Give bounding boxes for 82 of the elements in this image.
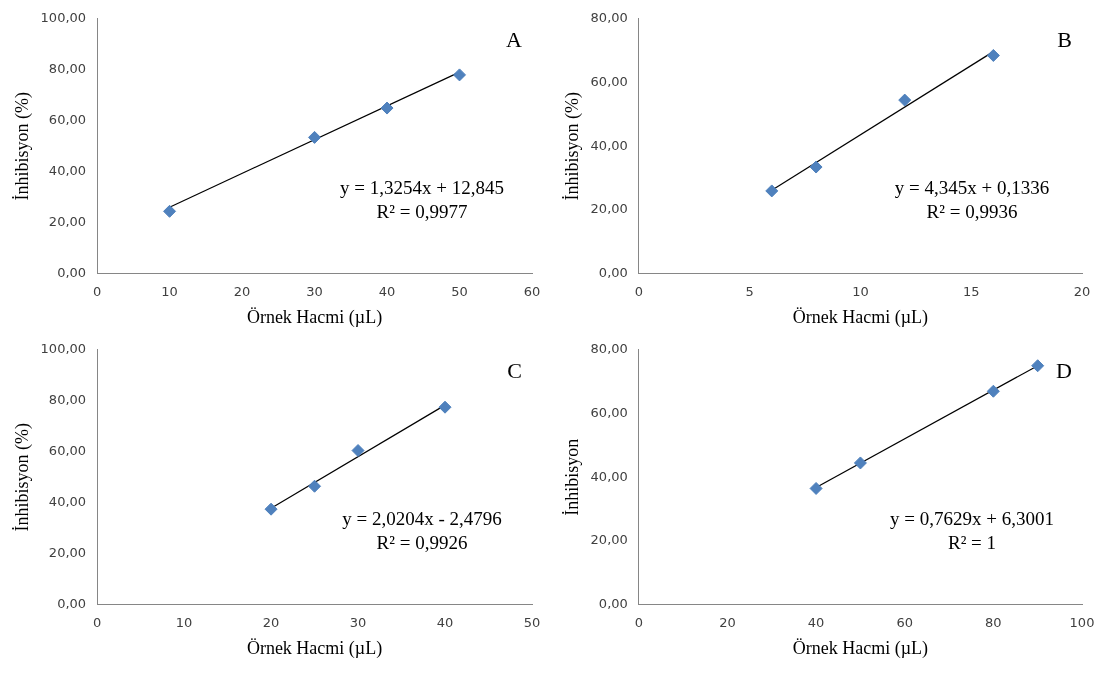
point [1031,359,1045,373]
y-tick-label: 20,00 [590,532,628,548]
y-tick-label: 60,00 [590,73,628,89]
annotation: R² = 1 [947,531,997,553]
annotation: y = 2,0204x - 2,4796 [342,507,502,529]
x-tick-label: 40 [436,614,454,630]
annotation: B [1057,26,1072,52]
x-tick-label: 30 [306,283,323,299]
annotation: D [1056,357,1072,383]
point [380,101,394,115]
y-tick-label: 80,00 [590,10,628,26]
x-tick-label: 60 [523,283,541,299]
y-tick-label: 20,00 [48,545,87,561]
y-tick-label: 80,00 [48,61,87,77]
x-tick-label: 0 [634,614,643,630]
y-tick-label: 40,00 [48,163,87,179]
point [308,479,322,493]
y-tick-label: 40,00 [48,494,87,510]
annotation: R² = 0,9936 [926,200,1018,222]
x-tick-label: 50 [523,614,541,630]
x-tick-label: 0 [634,283,643,299]
y-tick-label: 20,00 [48,214,87,230]
annotation: R² = 0,9977 [376,200,468,222]
x-axis-title: Örnek Hacmi (µL) [792,637,929,659]
x-tick-label: 20 [262,614,280,630]
x-tick-label: 20 [233,283,251,299]
y-tick-label: 40,00 [590,137,628,153]
y-tick-label: 60,00 [590,404,628,420]
x-tick-label: 30 [349,614,367,630]
y-tick-label: 60,00 [48,443,87,459]
y-tick-label: 0,00 [57,596,87,612]
point [809,481,823,495]
y-axis-title: İnhibisyon [561,438,582,516]
annotation: C [507,357,522,383]
x-tick-label: 60 [896,614,913,630]
point [765,184,779,198]
annotation: y = 1,3254x + 12,845 [340,176,504,198]
x-tick-label: 15 [962,283,980,299]
y-tick-label: 0,00 [598,596,628,612]
x-tick-label: 80 [985,614,1002,630]
point [351,444,365,458]
point [308,130,322,144]
x-axis-title: Örnek Hacmi (µL) [246,637,383,659]
x-axis-title: Örnek Hacmi (µL) [792,306,929,328]
annotation: A [506,26,523,52]
point [809,160,823,174]
point [163,204,177,218]
y-tick-label: 40,00 [590,468,628,484]
y-axis-title: İnhibisyon (%) [11,92,33,201]
annotation: y = 0,7629x + 6,3001 [890,507,1054,529]
x-tick-label: 100 [1069,614,1095,630]
point [986,48,1000,62]
point [986,384,1000,398]
y-tick-label: 80,00 [48,392,87,408]
point [453,68,467,82]
point [438,400,452,414]
x-tick-label: 10 [175,614,193,630]
y-tick-label: 20,00 [590,201,628,217]
y-tick-label: 100,00 [40,10,87,26]
x-tick-label: 40 [378,283,396,299]
y-tick-label: 80,00 [590,341,628,357]
y-axis-title: İnhibisyon (%) [561,92,583,201]
x-axis-title: Örnek Hacmi (µL) [246,306,383,328]
x-tick-label: 20 [1073,283,1091,299]
x-tick-label: 10 [161,283,178,299]
y-axis-title: İnhibisyon (%) [11,423,33,532]
x-tick-label: 50 [451,283,468,299]
y-tick-label: 60,00 [48,112,87,128]
x-tick-label: 10 [852,283,869,299]
annotation: R² = 0,9926 [376,531,468,553]
x-tick-label: 5 [745,283,754,299]
x-tick-label: 0 [92,283,102,299]
y-tick-label: 100,00 [40,341,87,357]
annotation: y = 4,345x + 0,1336 [894,176,1050,198]
y-tick-label: 0,00 [598,265,628,281]
point [264,502,278,516]
point [853,456,867,470]
x-tick-label: 0 [92,614,102,630]
y-tick-label: 0,00 [57,265,87,281]
point [898,93,912,107]
x-tick-label: 20 [719,614,736,630]
x-tick-label: 40 [807,614,825,630]
